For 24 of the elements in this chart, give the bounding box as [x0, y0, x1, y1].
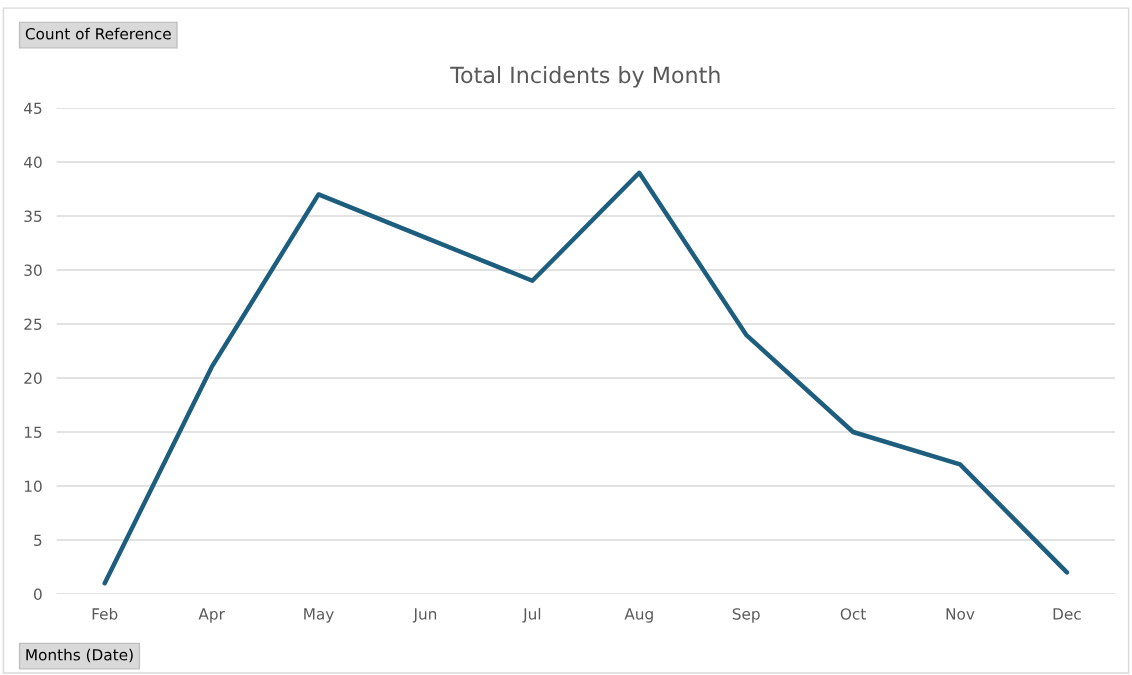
line-series — [102, 170, 1070, 586]
y-tick-label: 10 — [24, 480, 42, 493]
chart-title: Total Incidents by Month — [450, 66, 720, 88]
x-tick-label: Jul — [522, 607, 541, 623]
text: Count of Reference — [25, 27, 171, 40]
x-tick-label: Nov — [946, 608, 975, 620]
y-tick-label: 25 — [24, 318, 42, 331]
x-tick-label: Sep — [732, 608, 760, 623]
y-tick-label: 45 — [24, 102, 42, 115]
x-tick-label: Dec — [1053, 608, 1081, 620]
x-tick-label: May — [304, 608, 334, 623]
y-tick-label: 40 — [24, 156, 42, 169]
y-tick-label: 20 — [24, 372, 42, 385]
y-tick-label: 15 — [24, 426, 42, 439]
x-tick-label: Oct — [840, 608, 866, 620]
y-tick-label: 5 — [34, 534, 42, 547]
y-tick-label: 0 — [34, 588, 42, 601]
x-tick-label: Apr — [198, 608, 225, 623]
y-tick-label: 30 — [24, 264, 42, 277]
text: Months (Date) — [26, 648, 133, 663]
y-tick-label: 35 — [24, 210, 42, 223]
x-tick-label: Aug — [624, 608, 653, 623]
x-tick-label: Jun — [412, 608, 437, 623]
x-tick-label: Feb — [92, 607, 118, 620]
